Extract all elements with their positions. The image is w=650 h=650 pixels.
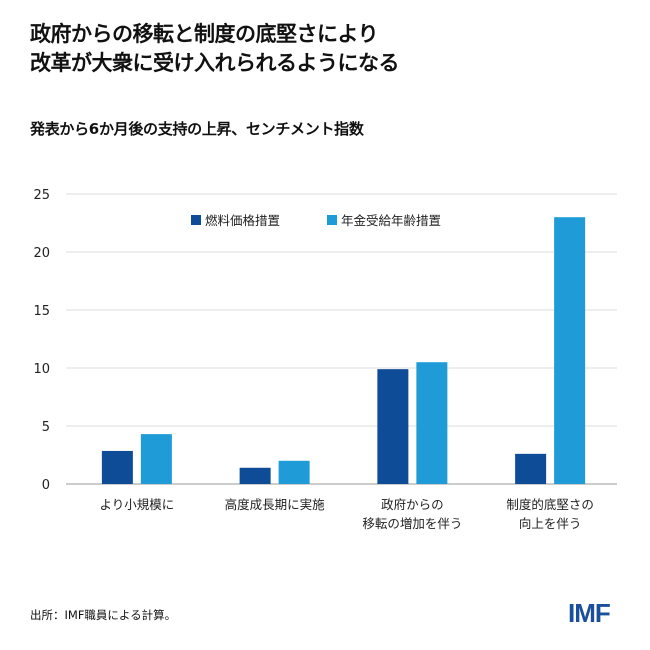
bar-fuel [101,450,133,484]
source-note: 出所：IMF職員による計算。 [30,608,177,622]
x-tick-label: 高度成長期に実施 [225,497,326,512]
y-tick-label: 25 [33,188,50,203]
y-tick-label: 10 [33,362,50,377]
x-tick-label: 政府からの [381,497,444,512]
chart-subtitle: 発表から6か月後の支持の上昇、センチメント指数 [30,120,364,138]
legend-label: 燃料価格措置 [205,213,280,228]
chart-title: 政府からの移転と制度の底堅さにより 改革が大衆に受け入れられるようになる [30,20,400,78]
bar-fuel [515,453,547,484]
y-tick-label: 0 [42,478,50,493]
x-tick-label: 向上を伴う [519,516,582,531]
bar-fuel [377,369,409,484]
x-tick-label: 移転の増加を伴う [362,516,462,531]
x-tick-label: より小規模に [99,497,174,512]
legend-label: 年金受給年齢措置 [341,213,441,228]
bar-fuel [239,467,271,484]
y-tick-label: 15 [33,304,50,319]
bar-pension [416,362,448,484]
x-tick-label: 制度的底堅さの [506,497,594,512]
bar-pension [554,217,586,484]
imf-logo: IMF [568,598,611,628]
y-tick-label: 5 [42,420,50,435]
y-tick-label: 20 [33,246,50,261]
title-line: 改革が大衆に受け入れられるようになる [30,51,400,75]
title-line: 政府からの移転と制度の底堅さにより [30,22,379,46]
legend-swatch [327,215,337,225]
bar-pension [278,460,310,484]
legend-swatch [191,215,201,225]
bar-pension [140,434,172,484]
